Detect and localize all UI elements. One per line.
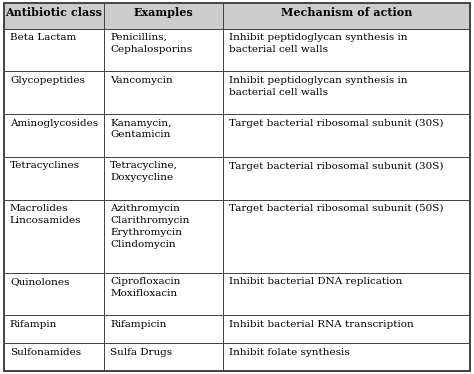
Text: Target bacterial ribosomal subunit (30S): Target bacterial ribosomal subunit (30S): [229, 162, 444, 171]
Text: Target bacterial ribosomal subunit (30S): Target bacterial ribosomal subunit (30S): [229, 119, 444, 128]
Text: Sulfonamides: Sulfonamides: [10, 348, 81, 357]
Bar: [4, 114, 104, 157]
Text: Inhibit bacterial DNA replication: Inhibit bacterial DNA replication: [229, 277, 402, 286]
Bar: [104, 71, 223, 114]
Bar: [104, 200, 223, 273]
Text: Mechanism of action: Mechanism of action: [281, 7, 412, 18]
Text: Macrolides
Lincosamides: Macrolides Lincosamides: [10, 204, 82, 225]
Bar: [4, 343, 104, 371]
Bar: [223, 157, 470, 200]
Bar: [223, 3, 470, 28]
Text: Inhibit peptidoglycan synthesis in
bacterial cell walls: Inhibit peptidoglycan synthesis in bacte…: [229, 33, 408, 54]
Text: Kanamycin,
Gentamicin: Kanamycin, Gentamicin: [110, 119, 172, 140]
Bar: [223, 71, 470, 114]
Bar: [104, 114, 223, 157]
Bar: [223, 114, 470, 157]
Bar: [223, 315, 470, 343]
Text: Quinolones: Quinolones: [10, 277, 69, 286]
Bar: [223, 200, 470, 273]
Text: Vancomycin: Vancomycin: [110, 76, 173, 85]
Text: Aminoglycosides: Aminoglycosides: [10, 119, 98, 128]
Text: Examples: Examples: [134, 7, 193, 18]
Bar: [4, 71, 104, 114]
Bar: [4, 200, 104, 273]
Text: Tetracycline,
Doxycycline: Tetracycline, Doxycycline: [110, 162, 178, 182]
Text: Beta Lactam: Beta Lactam: [10, 33, 76, 42]
Text: Inhibit bacterial RNA transcription: Inhibit bacterial RNA transcription: [229, 320, 414, 329]
Bar: [104, 343, 223, 371]
Bar: [223, 343, 470, 371]
Text: Rifampicin: Rifampicin: [110, 320, 166, 329]
Bar: [223, 273, 470, 315]
Bar: [104, 157, 223, 200]
Bar: [104, 28, 223, 71]
Text: Penicillins,
Cephalosporins: Penicillins, Cephalosporins: [110, 33, 192, 54]
Text: Tetracyclines: Tetracyclines: [10, 162, 80, 171]
Text: Azithromycin
Clarithromycin
Erythromycin
Clindomycin: Azithromycin Clarithromycin Erythromycin…: [110, 204, 190, 249]
Text: Inhibit folate synthesis: Inhibit folate synthesis: [229, 348, 350, 357]
Bar: [4, 3, 104, 28]
Text: Antibiotic class: Antibiotic class: [5, 7, 102, 18]
Text: Ciprofloxacin
Moxifloxacin: Ciprofloxacin Moxifloxacin: [110, 277, 181, 298]
Text: Sulfa Drugs: Sulfa Drugs: [110, 348, 173, 357]
Bar: [4, 157, 104, 200]
Text: Rifampin: Rifampin: [10, 320, 57, 329]
Bar: [104, 3, 223, 28]
Bar: [104, 315, 223, 343]
Bar: [104, 273, 223, 315]
Text: Target bacterial ribosomal subunit (50S): Target bacterial ribosomal subunit (50S): [229, 204, 444, 214]
Bar: [223, 28, 470, 71]
Text: Inhibit peptidoglycan synthesis in
bacterial cell walls: Inhibit peptidoglycan synthesis in bacte…: [229, 76, 408, 96]
Bar: [4, 28, 104, 71]
Bar: [4, 315, 104, 343]
Text: Glycopeptides: Glycopeptides: [10, 76, 85, 85]
Bar: [4, 273, 104, 315]
